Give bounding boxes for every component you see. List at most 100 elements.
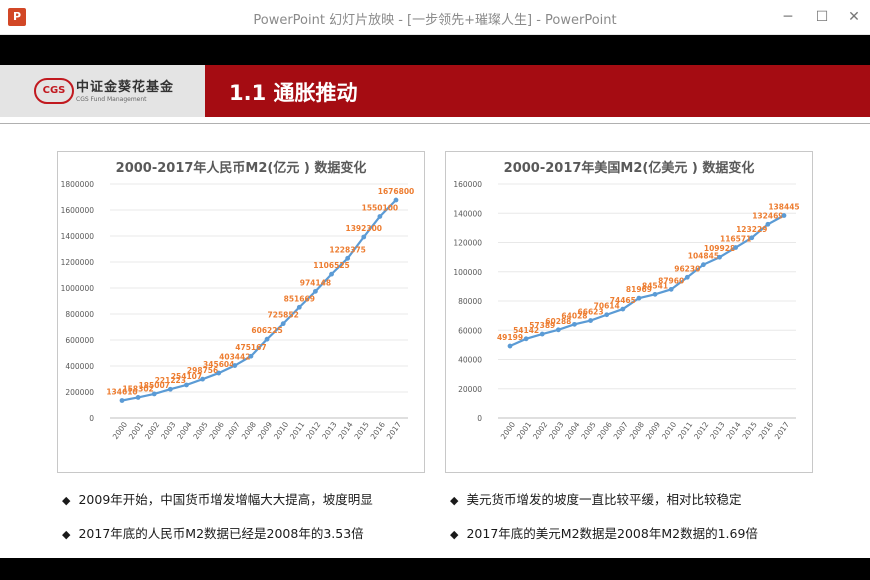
data-label: 54142 (513, 326, 539, 335)
bullet-text: 2017年底的人民币M2数据已经是2008年的3.53倍 (78, 526, 364, 541)
y-tick-label: 1200000 (61, 258, 95, 267)
data-label: 87960 (658, 276, 684, 285)
y-tick-label: 20000 (458, 385, 482, 394)
data-point (232, 363, 238, 368)
slide: CGS 中证金葵花基金 CGS Fund Management 1.1 通胀推动… (0, 65, 870, 558)
data-point (151, 391, 157, 397)
data-point (313, 288, 318, 294)
data-point (264, 336, 270, 342)
minimize-icon[interactable]: ─ (783, 9, 793, 25)
data-label: 345604 (203, 360, 234, 369)
data-label: 74465 (610, 296, 636, 305)
x-tick-label: 2003 (547, 420, 565, 441)
x-tick-label: 2005 (191, 420, 209, 441)
y-tick-label: 200000 (65, 388, 94, 397)
data-point (652, 291, 658, 297)
data-point (345, 255, 351, 261)
x-tick-label: 2016 (757, 420, 775, 441)
y-tick-label: 1400000 (61, 232, 95, 241)
data-label: 1392300 (345, 224, 382, 233)
y-tick-label: 160000 (453, 180, 482, 189)
data-label: 1676800 (378, 187, 415, 196)
x-tick-label: 2007 (612, 420, 630, 441)
data-label: 606225 (251, 326, 282, 335)
data-label: 221223 (155, 376, 186, 385)
data-point (781, 213, 787, 218)
x-tick-label: 2010 (660, 420, 678, 441)
data-label: 64028 (561, 311, 587, 320)
data-label: 84541 (642, 281, 668, 290)
data-point (167, 386, 173, 392)
y-tick-label: 600000 (65, 336, 94, 345)
usd-m2-chart-svg: 2000-2017年美国M2(亿美元 ) 数据变化 0 20000 40000 6000… (453, 160, 799, 441)
x-tick-label: 2002 (143, 420, 161, 441)
maximize-icon[interactable]: ☐ (815, 9, 829, 25)
series-line (121, 199, 397, 402)
data-label: 1228375 (329, 245, 366, 254)
data-point (668, 286, 674, 292)
data-label: 70614 (594, 302, 620, 311)
data-label: 1550100 (362, 203, 399, 212)
data-point (717, 254, 722, 260)
data-point (200, 376, 205, 382)
data-point (296, 304, 302, 310)
data-point (620, 306, 626, 312)
bullet-text: 美元货币增发的坡度一直比较平缓，相对比较稳定 (466, 492, 742, 507)
letterbox-bottom (0, 558, 870, 580)
data-point (248, 353, 254, 359)
y-tick-label: 400000 (65, 362, 94, 371)
data-label: 158302 (122, 384, 153, 393)
data-point (280, 321, 286, 327)
rmb-m2-chart-svg: 2000-2017年人民币M2(亿元 ) 数据变化 0 200000 400000 60… (61, 160, 415, 441)
x-tick-label: 2002 (531, 420, 549, 441)
data-point (555, 327, 561, 333)
data-label: 96230 (674, 264, 700, 273)
x-tick-label: 2011 (288, 420, 306, 441)
data-label: 132469 (752, 211, 783, 220)
bullet-text: 2009年开始，中国货币增发增幅大大提高，坡度明显 (78, 492, 373, 507)
data-point (216, 370, 222, 376)
data-label: 104845 (688, 252, 719, 261)
data-point (377, 214, 383, 219)
x-tick-label: 2012 (304, 420, 322, 441)
x-tick-label: 2007 (224, 420, 242, 441)
data-label: 109928 (704, 244, 735, 253)
y-tick-label: 0 (89, 414, 94, 423)
bullet-diamond-icon: ◆ (450, 528, 459, 541)
x-tick-label: 2016 (369, 420, 387, 441)
y-tick-label: 800000 (65, 310, 94, 319)
data-point (604, 312, 610, 318)
data-point (588, 318, 593, 323)
close-icon[interactable]: ✕ (848, 9, 860, 25)
company-subname: CGS Fund Management (76, 96, 147, 103)
y-tick-label: 120000 (453, 239, 482, 248)
x-tick-label: 2011 (676, 420, 694, 441)
x-tick-label: 2004 (563, 420, 581, 441)
y-tick-label: 60000 (458, 326, 482, 335)
data-label: 66623 (578, 308, 604, 317)
data-point (749, 235, 755, 241)
data-label: 1106525 (313, 261, 350, 270)
window-titlebar: P PowerPoint 幻灯片放映 - [一步领先+璀璨人生] - Power… (0, 0, 870, 35)
x-tick-label: 2005 (579, 420, 597, 441)
data-point (765, 221, 771, 227)
bullet-3: ◆ 美元货币增发的坡度一直比较平缓，相对比较稳定 (450, 489, 741, 508)
x-tick-label: 2015 (741, 420, 759, 441)
company-name: 中证金葵花基金 (76, 80, 175, 95)
bullet-1: ◆ 2009年开始，中国货币增发增幅大大提高，坡度明显 (62, 489, 373, 508)
window-title: PowerPoint 幻灯片放映 - [一步领先+璀璨人生] - PowerPo… (253, 13, 617, 28)
x-tick-label: 2008 (628, 420, 646, 441)
usd-m2-chart: 2000-2017年美国M2(亿美元 ) 数据变化 0 20000 40000 6000… (445, 151, 813, 473)
powerpoint-icon: P (8, 8, 26, 26)
slide-title: 1.1 通胀推动 (229, 81, 358, 105)
data-point (539, 331, 545, 337)
x-tick-label: 2009 (644, 420, 662, 441)
x-tick-label: 2008 (240, 420, 258, 441)
x-tick-label: 2015 (353, 420, 371, 441)
y-tick-label: 1000000 (61, 284, 95, 293)
x-tick-label: 2017 (385, 420, 403, 441)
x-tick-label: 2006 (207, 420, 225, 441)
bullet-diamond-icon: ◆ (62, 494, 71, 507)
data-label: 116571 (720, 235, 751, 244)
data-point (184, 382, 189, 388)
